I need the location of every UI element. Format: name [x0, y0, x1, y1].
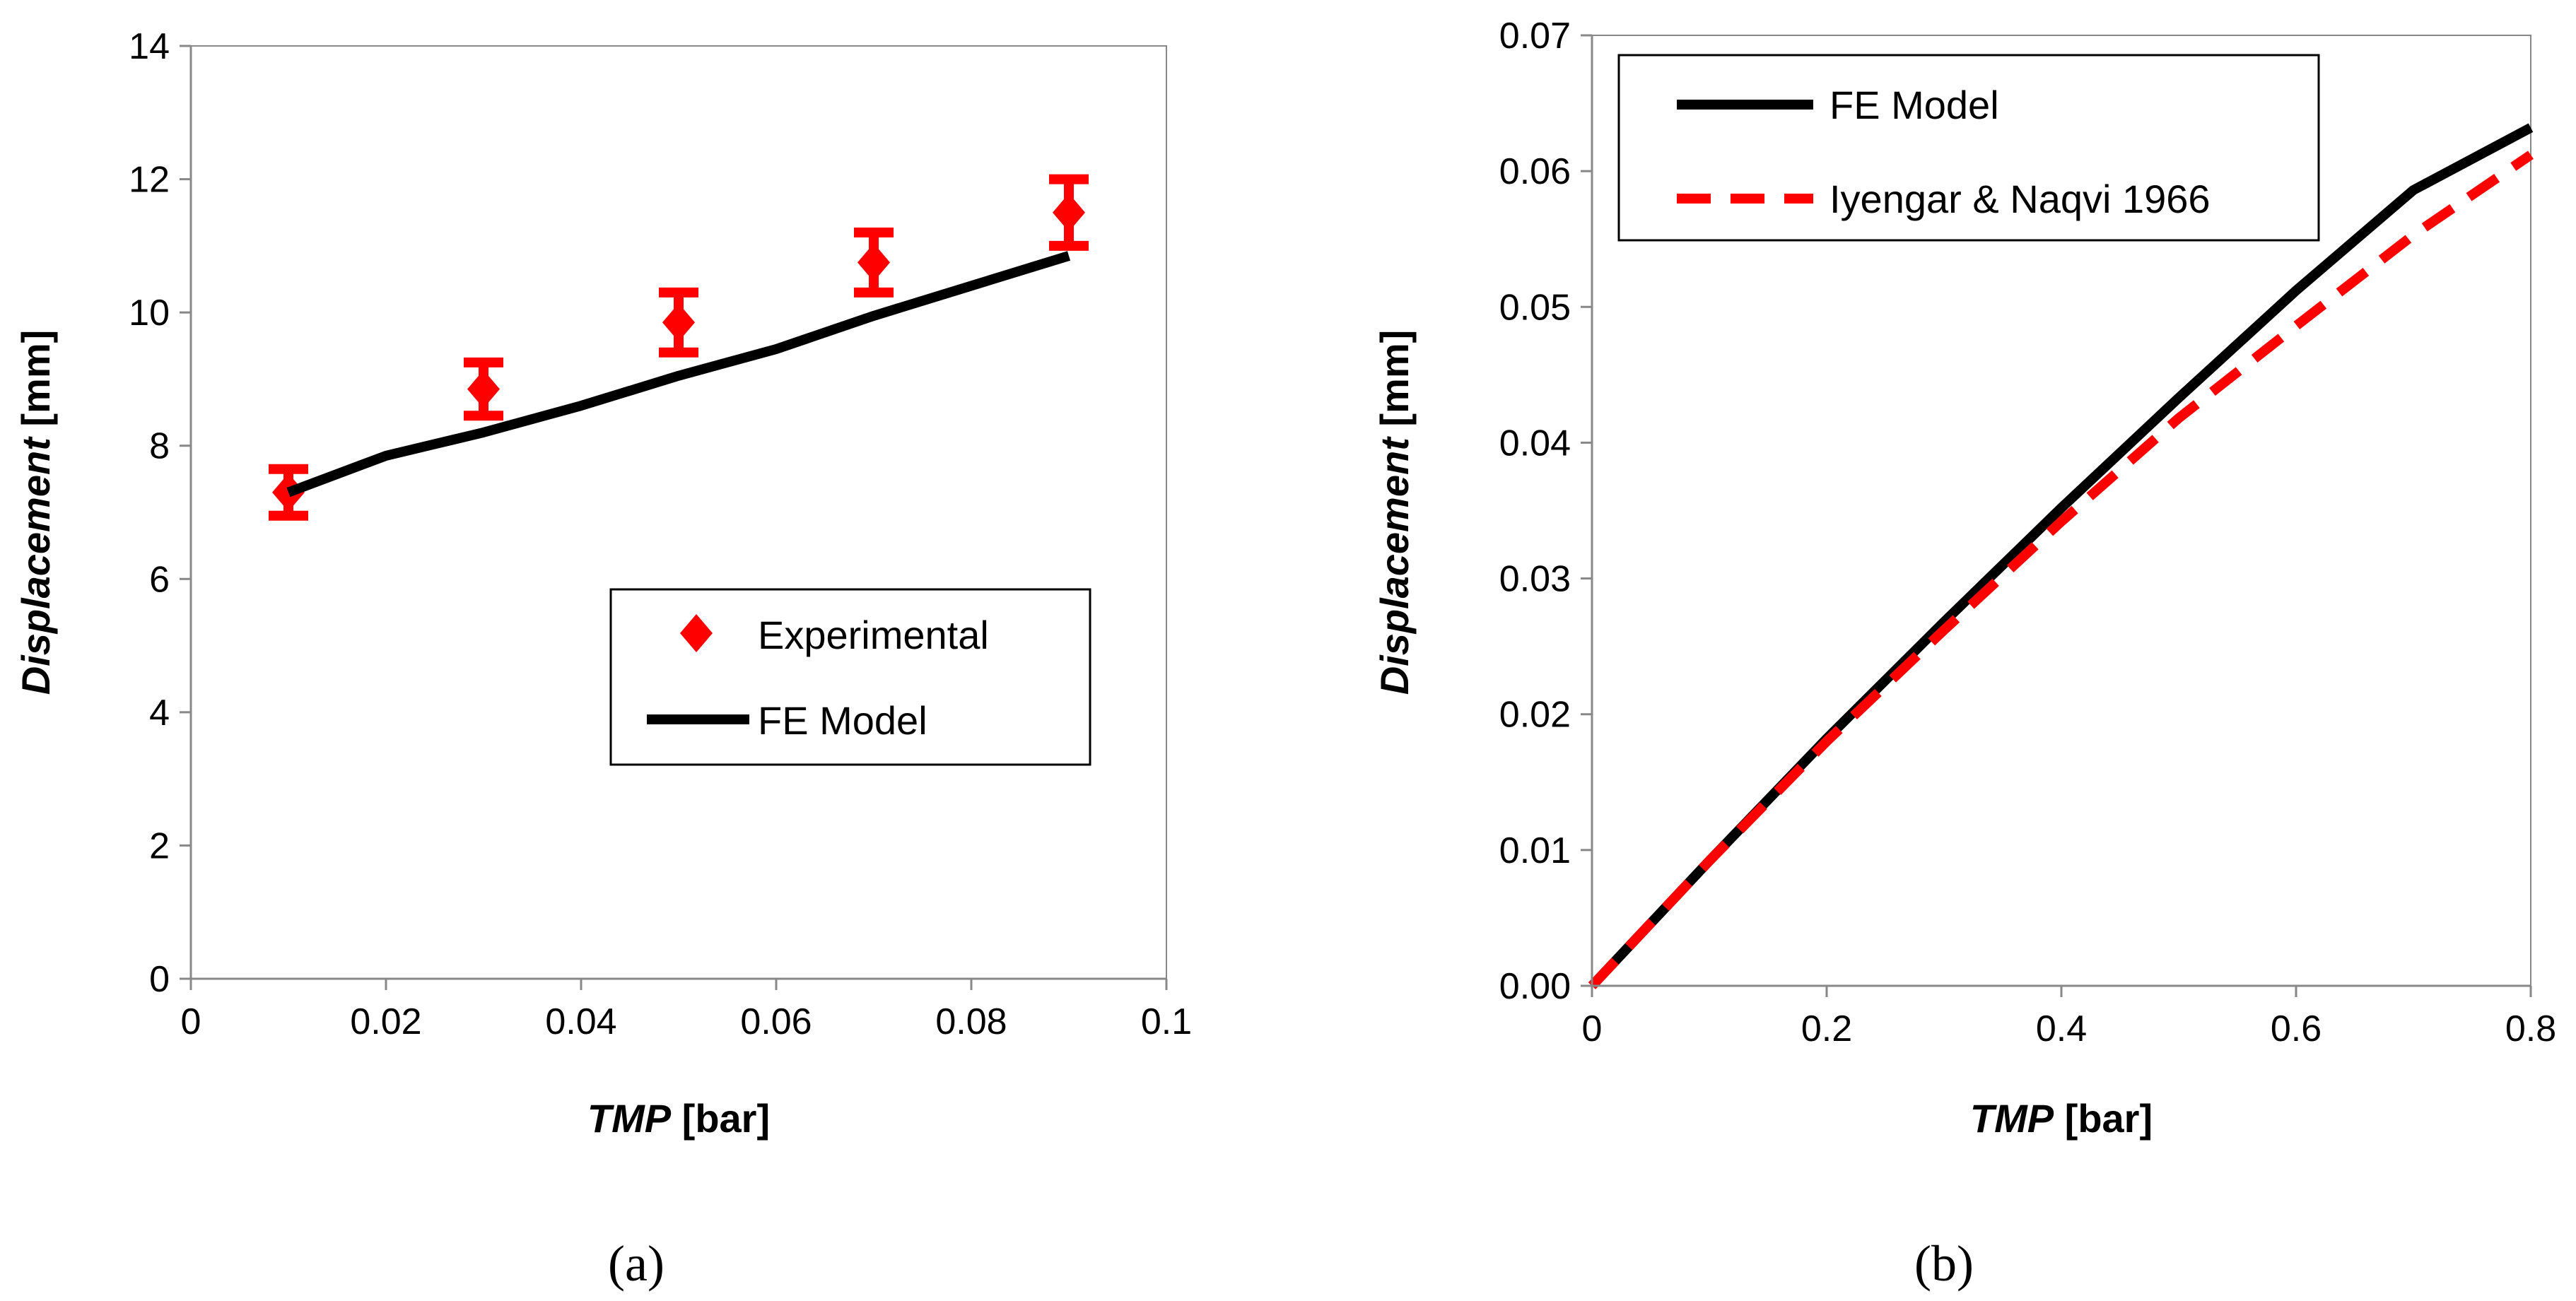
x-tick-label: 0.08: [935, 1001, 1007, 1042]
panel-b-axes: 0 0.2 0.4 0.6 0.8 0.00 0.01 0.02 0.03 0.04 0.05 0.0…: [1499, 16, 2556, 1049]
x-tick-label: 0.06: [740, 1001, 812, 1042]
x-tick-label: 0.02: [350, 1001, 421, 1042]
y-tick-label: 0.02: [1499, 695, 1571, 736]
panel-b-y-axis-label-var: Displacement: [1372, 436, 1417, 695]
panel-a-legend: Experimental FE Model: [609, 588, 1091, 766]
y-tick-label: 0: [149, 959, 170, 1000]
panel-b-marks: [1588, 123, 2534, 989]
panel-b-x-axis-label-unit: [bar]: [2054, 1096, 2153, 1141]
panel-a-caption: (a): [608, 1235, 665, 1292]
x-tick-label: 0: [1582, 1008, 1603, 1049]
panel-b-y-axis-label: Displacement [mm]: [1372, 330, 1417, 695]
y-tick-label: 14: [129, 26, 170, 67]
y-tick-label: 4: [149, 693, 170, 734]
panel-a-y-axis-label-var: Displacement: [13, 436, 58, 695]
panel-a-x-axis-label-var: TMP: [587, 1096, 672, 1141]
panel-a-y-axis-label-unit: [mm]: [13, 330, 58, 437]
y-tick-label: 0.07: [1499, 16, 1571, 57]
legend-fe-model-label: FE Model: [758, 698, 927, 743]
panel-a-axes: 0 0.02 0.04 0.06 0.08 0.1 0 2 4 6 8 10 12 14: [129, 26, 1192, 1042]
y-tick-label: 0.06: [1499, 151, 1571, 192]
panel-a-experimental-marker: [1053, 193, 1085, 232]
panel-b-x-axis-label-var: TMP: [1970, 1096, 2054, 1141]
y-tick-label: 0.05: [1499, 287, 1571, 328]
panel-a-x-axis-label: TMP [bar]: [587, 1096, 770, 1141]
legend-experimental-label: Experimental: [758, 613, 989, 657]
panel-b-caption: (b): [1914, 1235, 1974, 1292]
panel-a-chart: 0 0.02 0.04 0.06 0.08 0.1 0 2 4 6 8 10 12 14 Experime…: [13, 26, 1192, 1292]
y-tick-label: 6: [149, 559, 170, 600]
legend-b-iyengar-label: Iyengar & Naqvi 1966: [1829, 177, 2211, 221]
panel-a-experimental-marker: [857, 243, 890, 282]
y-tick-label: 0.04: [1499, 423, 1571, 464]
x-tick-label: 0: [181, 1001, 201, 1042]
panel-a-x-axis-label-unit: [bar]: [671, 1096, 770, 1141]
x-tick-label: 0.8: [2505, 1008, 2556, 1049]
panel-b-y-axis-label-unit: [mm]: [1372, 330, 1417, 437]
legend-experimental-marker: [680, 614, 713, 652]
panel-a-legend-box: [609, 588, 1091, 766]
panel-a-fe-model-line: [286, 251, 1071, 498]
panel-a-y-axis-label: Displacement [mm]: [13, 330, 58, 695]
panel-a-plot-area: [190, 45, 1167, 979]
x-tick-label: 0.2: [1801, 1008, 1852, 1049]
legend-b-fe-model-label: FE Model: [1829, 83, 1999, 127]
y-tick-label: 2: [149, 825, 170, 866]
panel-a-experimental-marker: [272, 473, 305, 512]
y-tick-label: 10: [129, 293, 170, 334]
panel-a-experimental-marker: [467, 370, 500, 408]
y-tick-label: 12: [129, 160, 170, 201]
panel-a-marks: [269, 174, 1089, 521]
x-tick-label: 0.04: [545, 1001, 616, 1042]
panel-b-chart: 0 0.2 0.4 0.6 0.8 0.00 0.01 0.02 0.03 0.04 0.05 0.0…: [1372, 16, 2556, 1292]
x-tick-label: 0.1: [1141, 1001, 1192, 1042]
panel-b-iyengar-naqvi-1966-line: [1588, 151, 2534, 989]
y-tick-label: 0.00: [1499, 966, 1571, 1007]
y-tick-label: 8: [149, 426, 170, 467]
panel-b-legend: FE Model Iyengar & Naqvi 1966: [1617, 54, 2320, 242]
panel-a-experimental-marker: [662, 303, 695, 342]
x-tick-label: 0.6: [2271, 1008, 2322, 1049]
panel-b-legend-box: [1617, 54, 2320, 242]
y-tick-label: 0.01: [1499, 830, 1571, 871]
y-tick-label: 0.03: [1499, 559, 1571, 600]
panel-b-x-axis-label: TMP [bar]: [1970, 1096, 2153, 1141]
x-tick-label: 0.4: [2036, 1008, 2087, 1049]
